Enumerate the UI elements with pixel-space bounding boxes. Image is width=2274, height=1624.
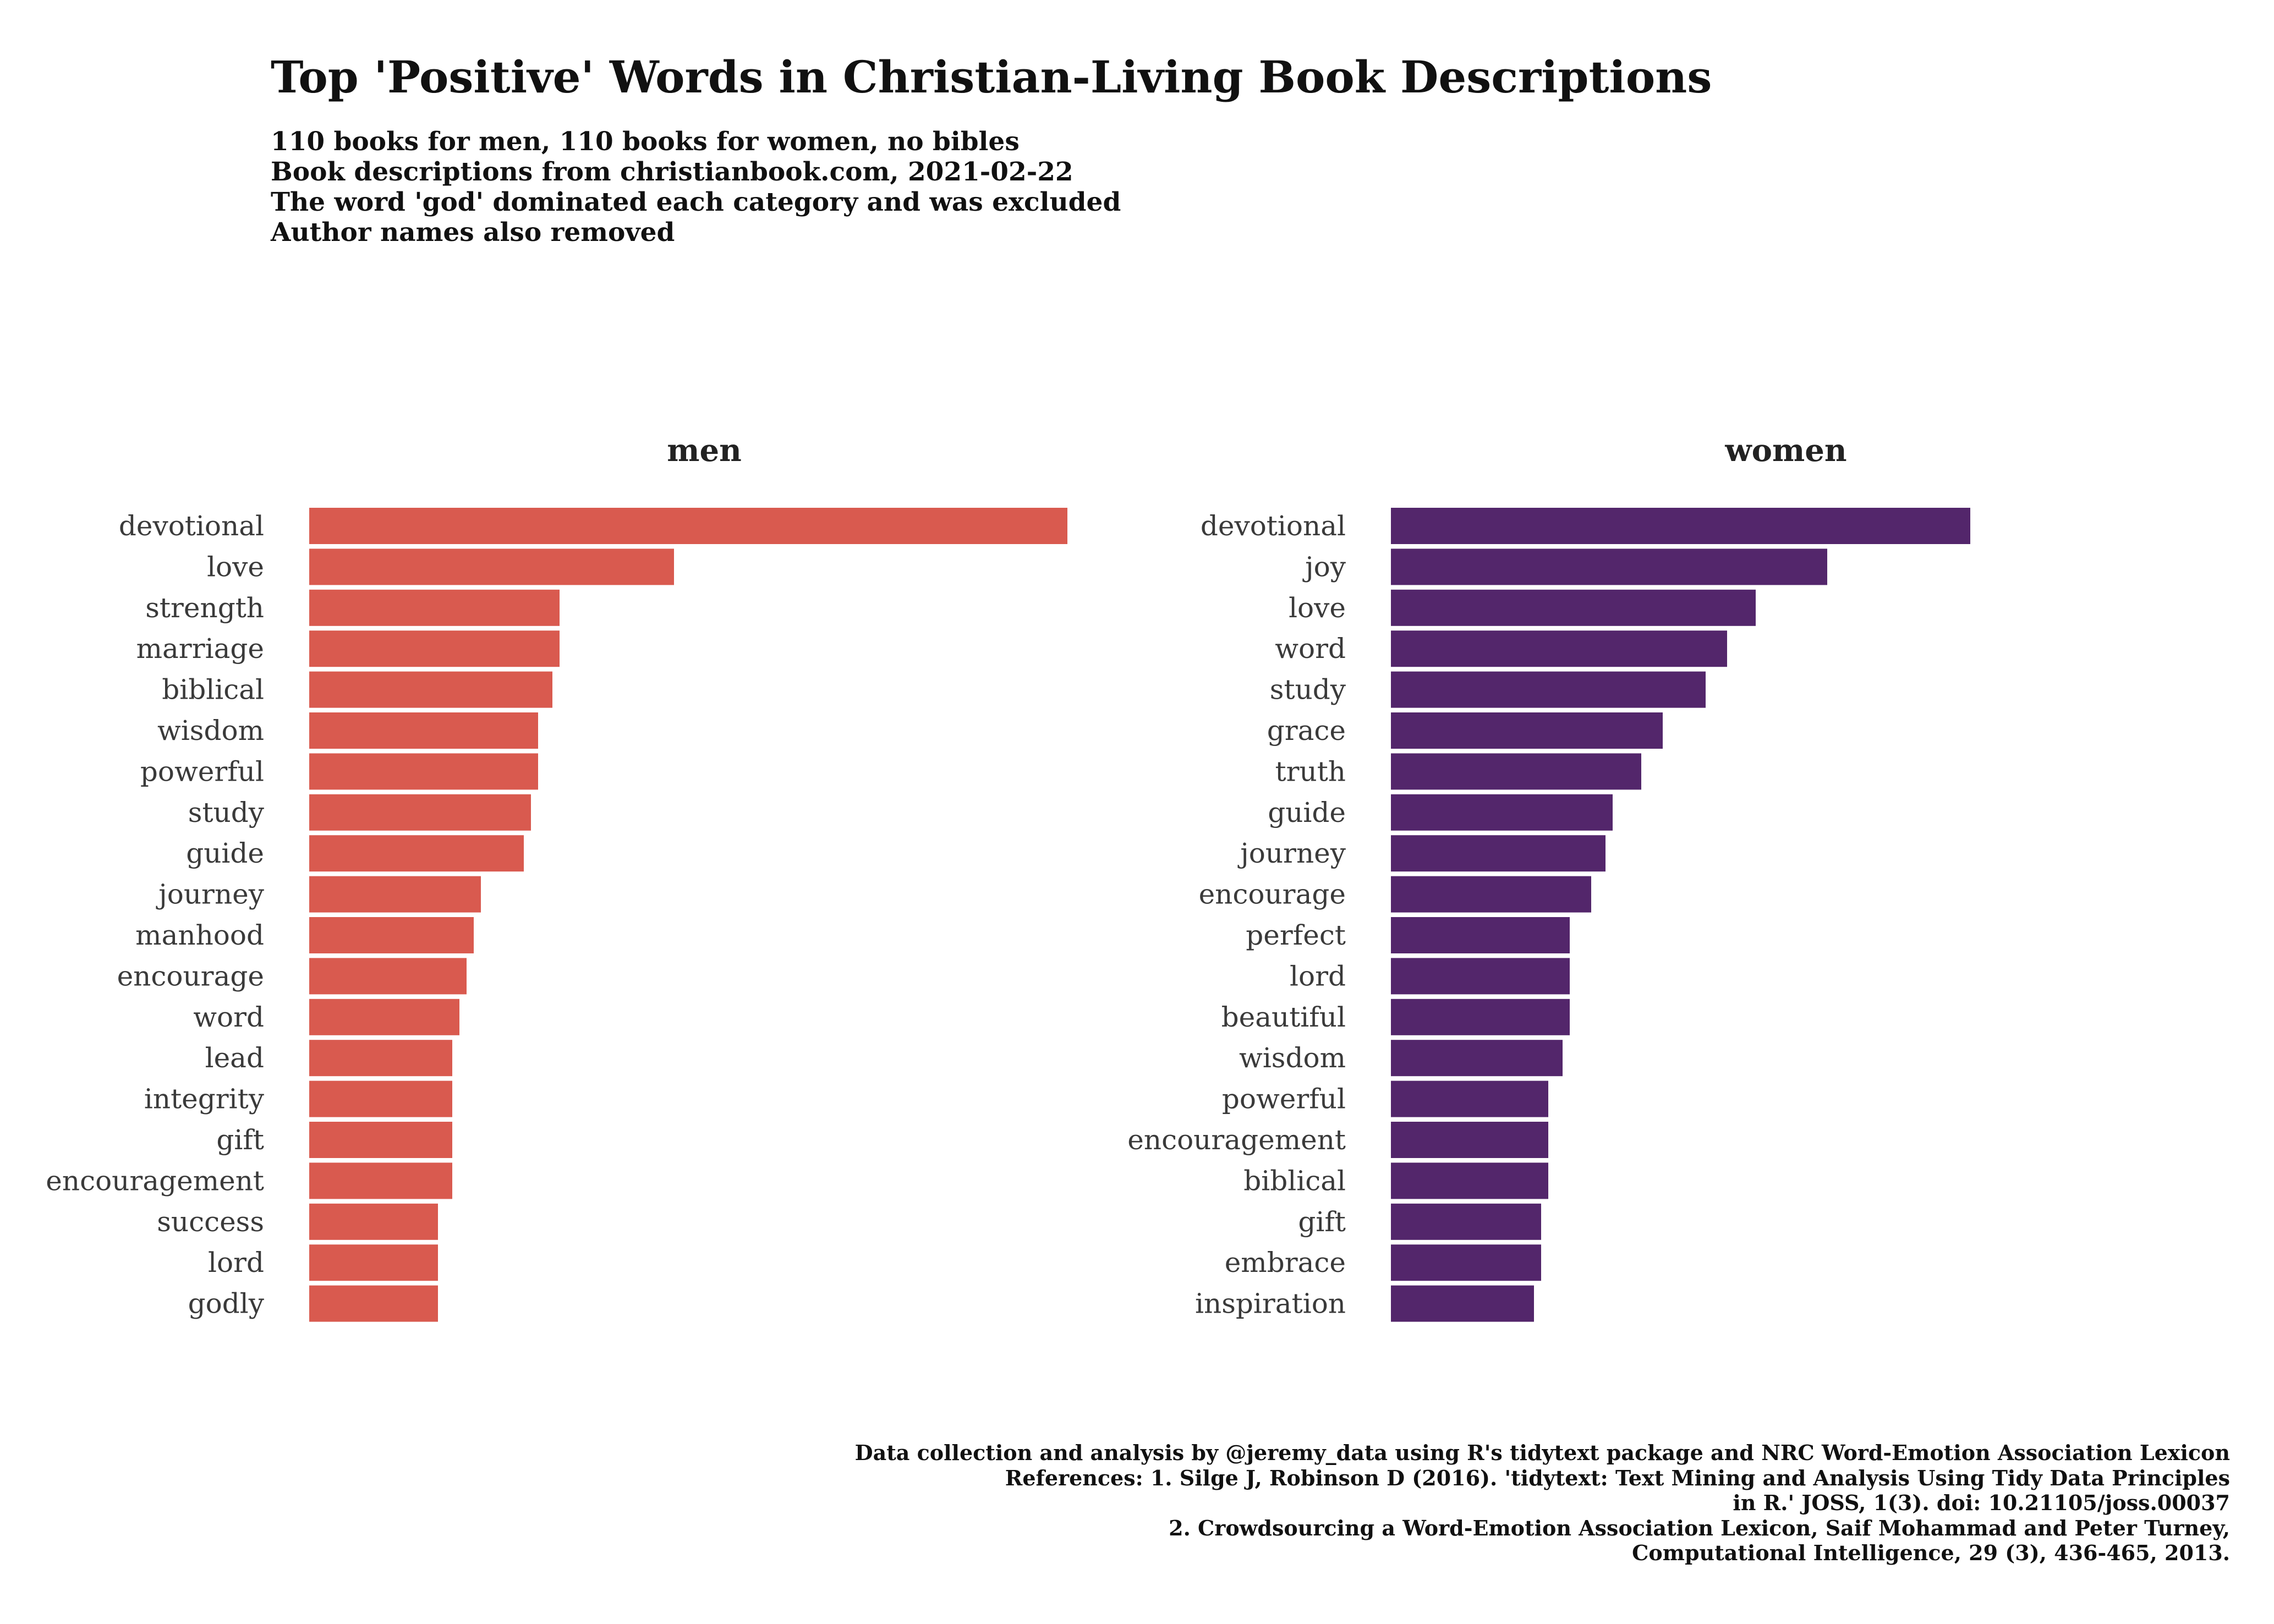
y-tick-label: word — [193, 1001, 264, 1033]
caption-line: References: 1. Silge J, Robinson D (2016… — [1005, 1465, 2230, 1490]
y-tick-label: study — [1270, 674, 1346, 706]
y-tick-label: integrity — [144, 1083, 265, 1115]
bar — [1391, 1040, 1563, 1077]
bar — [1391, 998, 1570, 1035]
bar — [309, 1244, 438, 1281]
bar — [309, 1122, 452, 1158]
bar — [309, 630, 560, 667]
facet-title: men — [667, 432, 742, 469]
y-tick-label: manhood — [135, 919, 264, 951]
bar — [1391, 835, 1606, 872]
caption-line: Data collection and analysis by @jeremy_… — [854, 1440, 2230, 1465]
bar — [1391, 917, 1570, 953]
bar — [309, 1285, 438, 1322]
facet-panel-women: women devotional joy love word study grace trut… — [1127, 432, 1970, 1322]
bar — [1391, 508, 1970, 544]
caption-line: in R.' JOSS, 1(3). doi: 10.21105/joss.00… — [1733, 1490, 2230, 1515]
bar — [309, 835, 524, 872]
bar — [309, 917, 474, 953]
y-tick-label: success — [157, 1206, 264, 1238]
y-tick-label: inspiration — [1195, 1288, 1346, 1320]
bar — [1391, 671, 1706, 708]
bar — [1391, 1285, 1534, 1322]
y-tick-label: grace — [1267, 715, 1346, 747]
bar — [1391, 589, 1756, 626]
y-tick-label: love — [207, 551, 264, 583]
y-tick-label: strength — [145, 592, 264, 624]
facet-panel-men: men devotional love strength marriage biblica… — [46, 432, 1067, 1322]
bar — [309, 794, 531, 831]
y-tick-label: guide — [1268, 797, 1346, 829]
chart-subtitle: 110 books for men, 110 books for women, … — [271, 127, 1121, 248]
bar — [309, 1162, 452, 1199]
subtitle-line: The word 'god' dominated each category a… — [271, 187, 1121, 217]
subtitle-line: Author names also removed — [271, 217, 675, 248]
y-tick-label: encourage — [117, 960, 264, 992]
bar — [1391, 1244, 1541, 1281]
y-tick-label: love — [1289, 592, 1346, 624]
y-tick-label: wisdom — [1239, 1042, 1346, 1074]
y-tick-label: study — [188, 797, 265, 829]
y-tick-label: powerful — [140, 755, 264, 787]
y-tick-label: gift — [216, 1124, 264, 1156]
bar — [309, 589, 560, 626]
facet-title: women — [1724, 432, 1846, 469]
y-tick-label: truth — [1275, 755, 1346, 787]
y-tick-label: encouragement — [1127, 1124, 1346, 1156]
bar — [309, 958, 467, 995]
y-tick-label: godly — [188, 1288, 265, 1320]
bar — [1391, 1080, 1548, 1117]
y-tick-label: gift — [1298, 1206, 1346, 1238]
y-tick-label: biblical — [162, 674, 264, 706]
bar — [309, 548, 674, 585]
bar — [309, 998, 459, 1035]
bar — [309, 508, 1067, 544]
bar — [1391, 1203, 1541, 1240]
bar — [1391, 753, 1641, 790]
y-tick-label: biblical — [1243, 1165, 1346, 1197]
bar — [1391, 1162, 1548, 1199]
bar — [1391, 548, 1827, 585]
chart-caption: Data collection and analysis by @jeremy_… — [855, 1440, 2230, 1566]
caption-line: 2. Crowdsourcing a Word-Emotion Associat… — [1169, 1515, 2230, 1540]
bar — [309, 1040, 452, 1077]
y-tick-label: perfect — [1246, 919, 1346, 951]
bar — [309, 876, 481, 913]
bar — [309, 1080, 452, 1117]
subtitle-line: Book descriptions from christianbook.com… — [271, 157, 1073, 187]
chart-title: Top 'Positive' Words in Christian-Living… — [271, 51, 1712, 103]
y-tick-label: beautiful — [1221, 1001, 1346, 1033]
y-tick-label: journey — [1237, 837, 1346, 869]
y-tick-label: wisdom — [157, 715, 264, 747]
y-tick-label: lord — [1290, 960, 1346, 992]
y-tick-label: lead — [205, 1042, 264, 1074]
bar — [1391, 876, 1591, 913]
bar — [309, 712, 538, 749]
bar — [1391, 958, 1570, 995]
subtitle-line: 110 books for men, 110 books for women, … — [271, 127, 1020, 157]
y-tick-label: lord — [208, 1247, 264, 1279]
y-tick-label: word — [1275, 633, 1346, 665]
y-tick-label: marriage — [136, 633, 264, 665]
y-tick-label: devotional — [1201, 510, 1346, 542]
y-tick-label: encourage — [1199, 879, 1346, 910]
caption-line: Computational Intelligence, 29 (3), 436-… — [1632, 1540, 2230, 1565]
y-tick-label: encouragement — [46, 1165, 264, 1197]
y-tick-label: journey — [156, 879, 265, 910]
y-tick-label: powerful — [1222, 1083, 1346, 1115]
bar — [309, 1203, 438, 1240]
bar — [309, 753, 538, 790]
bar — [309, 671, 552, 708]
bar — [1391, 712, 1663, 749]
bar — [1391, 794, 1613, 831]
y-tick-label: embrace — [1225, 1247, 1346, 1279]
bar — [1391, 1122, 1548, 1158]
y-tick-label: joy — [1302, 551, 1346, 583]
y-tick-label: guide — [186, 837, 264, 869]
y-tick-label: devotional — [119, 510, 264, 542]
bar — [1391, 630, 1727, 667]
